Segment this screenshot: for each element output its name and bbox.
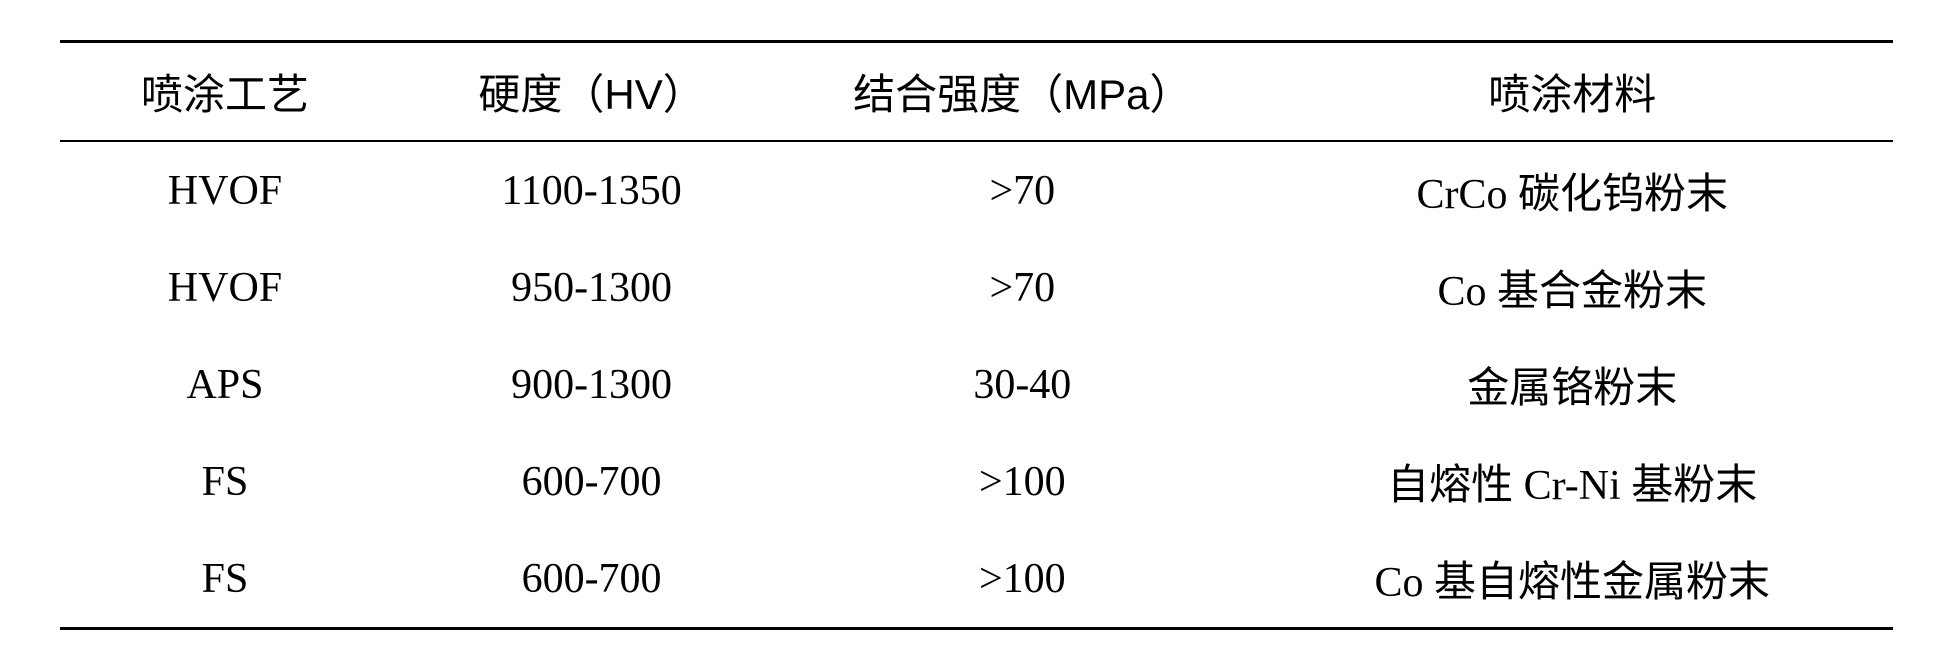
table-row: APS 900-1300 30-40 金属铬粉末 — [60, 336, 1893, 433]
col-header-material-label: 喷涂材料 — [1488, 73, 1656, 119]
col-header-hardness-label: 硬度 — [478, 73, 562, 119]
cell-material: 金属铬粉末 — [1251, 336, 1893, 433]
cell-material: 自熔性 Cr-Ni 基粉末 — [1251, 433, 1893, 530]
col-header-process-label: 喷涂工艺 — [141, 73, 309, 119]
cell-hardness: 1100-1350 — [390, 141, 793, 239]
cell-bond: >70 — [793, 239, 1251, 336]
col-header-process: 喷涂工艺 — [60, 42, 390, 142]
col-header-bond-label: 结合强度 — [853, 73, 1021, 119]
cell-bond: >70 — [793, 141, 1251, 239]
table-row: FS 600-700 >100 Co 基自熔性金属粉末 — [60, 530, 1893, 629]
cell-process: HVOF — [60, 239, 390, 336]
table-row: FS 600-700 >100 自熔性 Cr-Ni 基粉末 — [60, 433, 1893, 530]
col-header-material: 喷涂材料 — [1251, 42, 1893, 142]
cell-material: CrCo 碳化钨粉末 — [1251, 141, 1893, 239]
cell-hardness: 900-1300 — [390, 336, 793, 433]
col-header-bond: 结合强度（MPa） — [793, 42, 1251, 142]
table-row: HVOF 950-1300 >70 Co 基合金粉末 — [60, 239, 1893, 336]
spray-coating-table: 喷涂工艺 硬度（HV） 结合强度（MPa） 喷涂材料 HVOF 1100-135… — [60, 40, 1893, 630]
cell-hardness: 600-700 — [390, 530, 793, 629]
cell-bond: >100 — [793, 433, 1251, 530]
cell-hardness: 950-1300 — [390, 239, 793, 336]
cell-process: APS — [60, 336, 390, 433]
col-header-hardness-unit: （HV） — [562, 71, 704, 118]
col-header-bond-unit: （MPa） — [1021, 71, 1191, 118]
cell-bond: >100 — [793, 530, 1251, 629]
cell-hardness: 600-700 — [390, 433, 793, 530]
cell-bond: 30-40 — [793, 336, 1251, 433]
cell-process: HVOF — [60, 141, 390, 239]
cell-process: FS — [60, 530, 390, 629]
cell-process: FS — [60, 433, 390, 530]
table-header-row: 喷涂工艺 硬度（HV） 结合强度（MPa） 喷涂材料 — [60, 42, 1893, 142]
table-row: HVOF 1100-1350 >70 CrCo 碳化钨粉末 — [60, 141, 1893, 239]
col-header-hardness: 硬度（HV） — [390, 42, 793, 142]
cell-material: Co 基合金粉末 — [1251, 239, 1893, 336]
cell-material: Co 基自熔性金属粉末 — [1251, 530, 1893, 629]
